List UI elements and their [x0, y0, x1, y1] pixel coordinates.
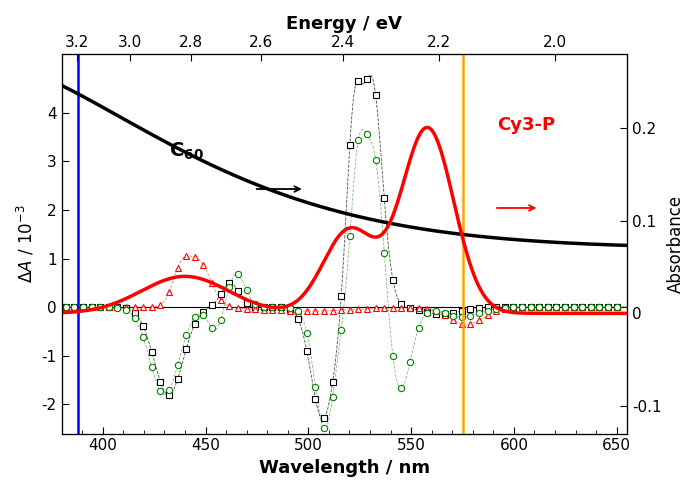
Y-axis label: $\Delta A\ /\ 10^{-3}$: $\Delta A\ /\ 10^{-3}$	[15, 205, 36, 283]
Y-axis label: Absorbance: Absorbance	[667, 195, 685, 293]
Text: Cy3-P: Cy3-P	[497, 116, 555, 134]
X-axis label: Energy / eV: Energy / eV	[286, 15, 402, 33]
Text: $\mathbf{C_{60}}$: $\mathbf{C_{60}}$	[169, 141, 204, 162]
X-axis label: Wavelength / nm: Wavelength / nm	[259, 459, 430, 477]
